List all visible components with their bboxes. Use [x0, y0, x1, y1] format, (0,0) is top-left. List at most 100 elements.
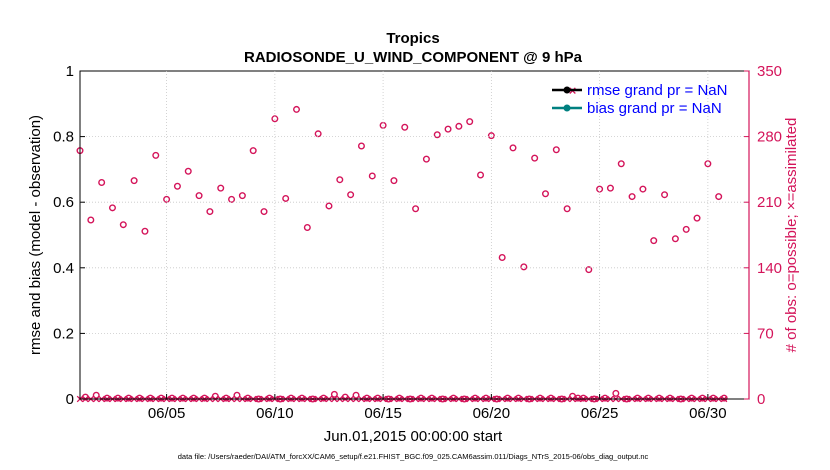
obs-possible-point [606, 184, 614, 192]
obs-possible-point [141, 227, 149, 235]
obs-possible-point [541, 190, 549, 198]
obs-possible-point [357, 142, 365, 150]
obs-possible-point [422, 155, 430, 163]
obs-possible-point [720, 394, 728, 402]
obs-possible-point [271, 115, 279, 123]
obs-possible-point [168, 394, 176, 402]
obs-possible-point [374, 394, 382, 402]
obs-possible-point [320, 394, 328, 402]
obs-possible-point [617, 160, 625, 168]
y-left-tick-label: 0.2 [53, 325, 74, 342]
y-left-tick-label: 0.6 [53, 194, 74, 211]
y-left-tick-label: 0 [66, 391, 74, 408]
obs-possible-point [471, 394, 479, 402]
legend-rmse-label: rmse grand pr = NaN [587, 82, 727, 99]
y-left-tick-label: 1 [66, 63, 74, 80]
obs-possible-point [390, 177, 398, 185]
obs-possible-point [260, 208, 268, 216]
obs-possible-point [152, 151, 160, 159]
y-right-tick-label: 350 [757, 63, 782, 80]
obs-possible-point [303, 224, 311, 232]
obs-possible-point [666, 394, 674, 402]
obs-possible-point [634, 394, 642, 402]
obs-possible-point [579, 394, 587, 402]
y-axis-right-label: # of obs: o=possible; ×=assimilated [783, 118, 800, 353]
obs-possible-point [195, 192, 203, 200]
y-right-tick-label: 210 [757, 194, 782, 211]
obs-possible-point [282, 194, 290, 202]
x-tick-label: 06/10 [256, 405, 294, 422]
obs-possible-point [347, 191, 355, 199]
obs-possible-point [125, 394, 133, 402]
chart-title: Tropics [386, 30, 439, 47]
obs-possible-point [146, 394, 154, 402]
x-axis-label: Jun.01,2015 00:00:00 start [324, 428, 503, 445]
obs-possible-point [130, 177, 138, 185]
obs-possible-point [536, 394, 544, 402]
obs-possible-point [157, 394, 165, 402]
obs-possible-point [466, 118, 474, 126]
obs-possible-point [173, 182, 181, 190]
obs-possible-point [585, 266, 593, 274]
obs-possible-point [671, 235, 679, 243]
obs-possible-point [336, 176, 344, 184]
obs-possible-point [498, 253, 506, 261]
obs-possible-point [412, 205, 420, 213]
obs-possible-point [298, 394, 306, 402]
obs-possible-point [103, 394, 111, 402]
obs-possible-point [233, 391, 241, 399]
obs-possible-point [206, 208, 214, 216]
obs-possible-point [449, 394, 457, 402]
plot-marks [76, 87, 728, 403]
obs-possible-point [249, 147, 257, 155]
obs-possible-point [293, 105, 301, 113]
obs-possible-point [87, 216, 95, 224]
obs-possible-point [509, 144, 517, 152]
x-tick-label: 06/20 [473, 405, 511, 422]
axes: 0 0.2 0.4 0.6 0.8 1 0 70 140 210 280 350 06/05 06/10 0… [53, 63, 782, 422]
obs-possible-point [108, 204, 116, 212]
obs-possible-point [222, 394, 230, 402]
obs-possible-point [179, 394, 187, 402]
y-left-tick-label: 0.8 [53, 129, 74, 146]
obs-possible-point [715, 193, 723, 201]
x-tick-label: 06/25 [581, 405, 619, 422]
obs-possible-point [217, 184, 225, 192]
obs-possible-point [428, 394, 436, 402]
obs-possible-point [417, 394, 425, 402]
legend-bias-marker [563, 104, 571, 112]
obs-possible-point [190, 394, 198, 402]
obs-possible-point [563, 205, 571, 213]
y-right-tick-label: 70 [757, 325, 774, 342]
legend: rmse grand pr = NaN bias grand pr = NaN [552, 82, 727, 117]
obs-possible-point [92, 391, 100, 399]
obs-possible-point [119, 221, 127, 229]
y-right-tick-label: 280 [757, 129, 782, 146]
y-left-tick-label: 0.4 [53, 260, 74, 277]
obs-possible-point [639, 185, 647, 193]
obs-possible-point [693, 214, 701, 222]
obs-possible-point [401, 123, 409, 131]
obs-possible-point [531, 154, 539, 162]
obs-possible-point [352, 391, 360, 399]
obs-possible-point [228, 195, 236, 203]
obs-possible-point [200, 394, 208, 402]
obs-possible-point [314, 130, 322, 138]
obs-possible-point [655, 394, 663, 402]
obs-possible-point [395, 394, 403, 402]
obs-possible-point [238, 192, 246, 200]
obs-possible-point [487, 132, 495, 140]
obs-possible-point [98, 179, 106, 187]
obs-possible-point [601, 394, 609, 402]
x-tick-label: 06/05 [148, 405, 186, 422]
obs-possible-point [363, 394, 371, 402]
obs-possible-point [612, 389, 620, 397]
y-axis-left-label: rmse and bias (model - observation) [27, 115, 44, 355]
obs-possible-point [433, 131, 441, 139]
obs-possible-point [704, 160, 712, 168]
obs-possible-point [650, 237, 658, 245]
plot-frame [79, 70, 750, 400]
obs-possible-point [287, 394, 295, 402]
legend-rmse-marker [563, 86, 571, 94]
